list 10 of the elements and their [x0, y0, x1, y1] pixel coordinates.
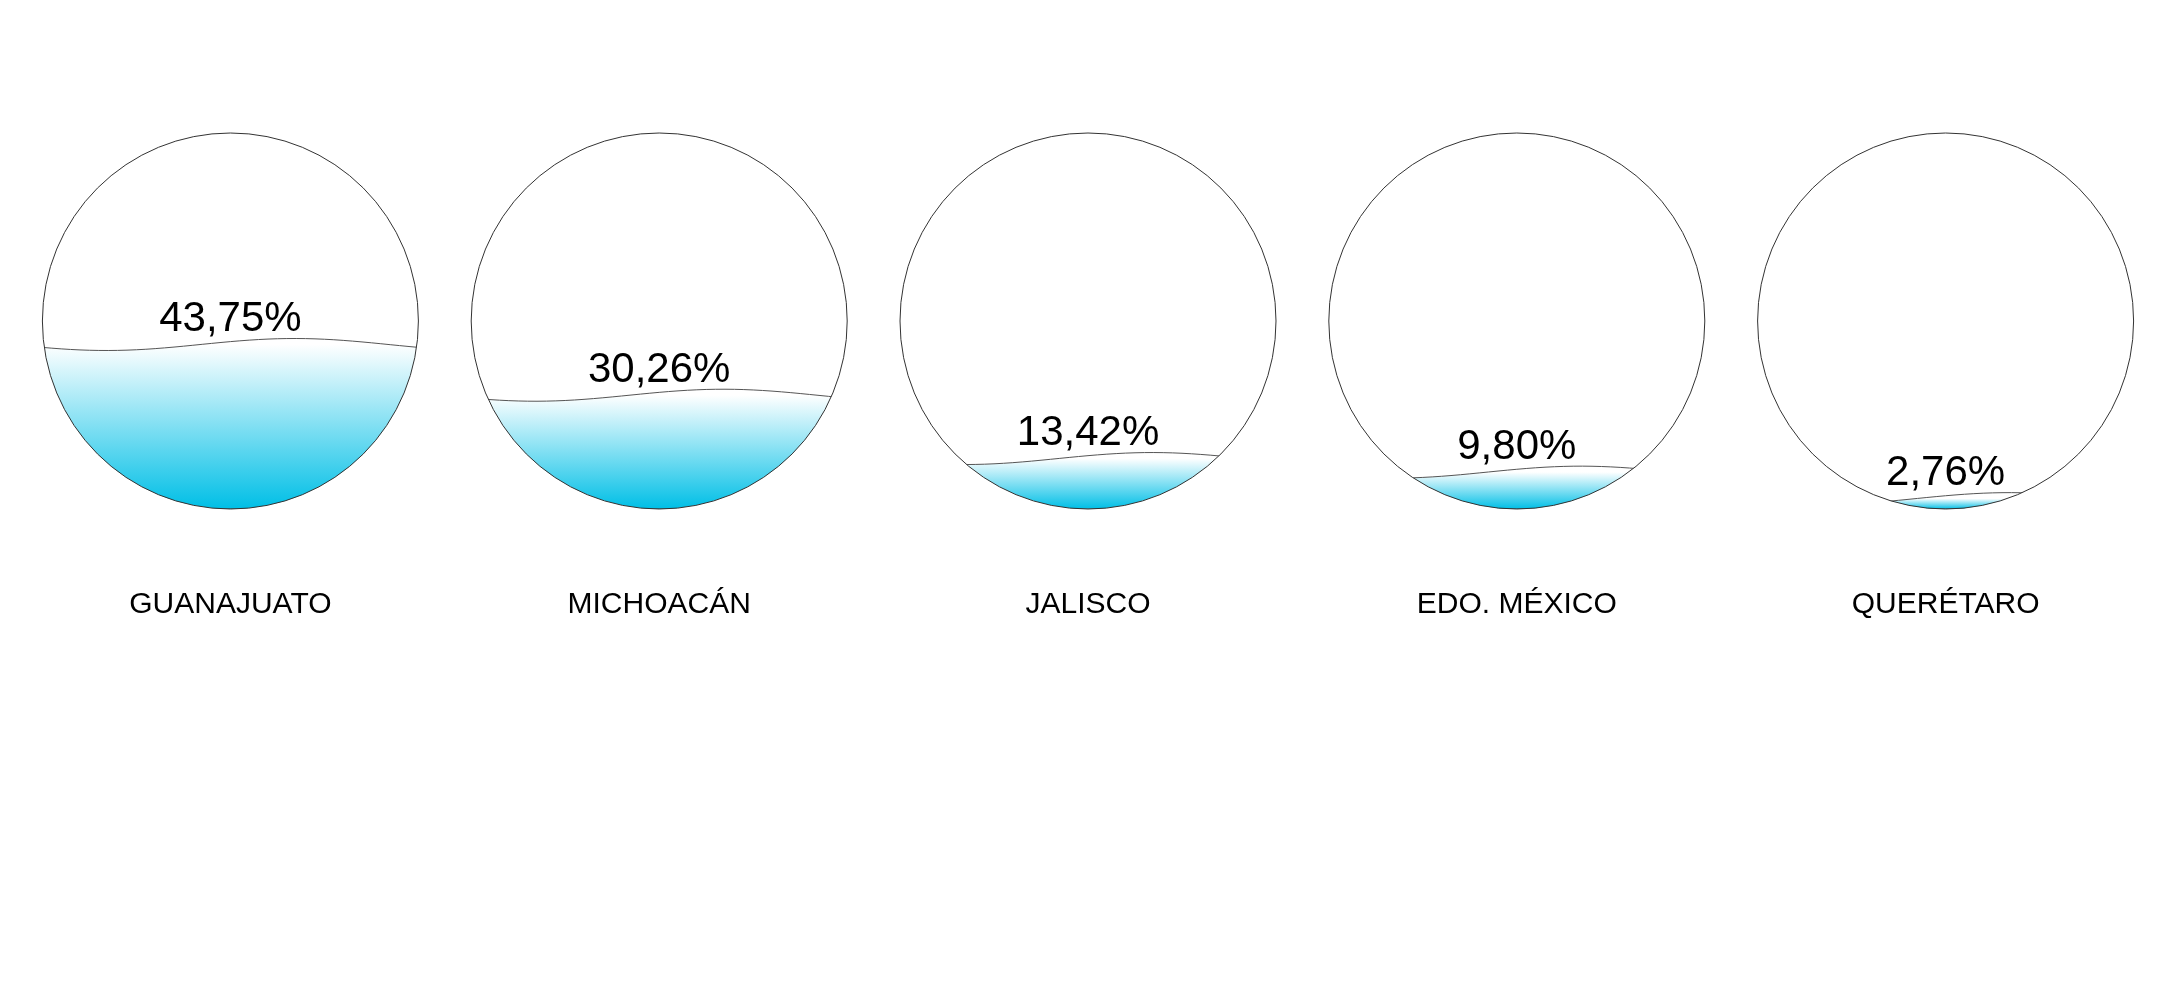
- data-label: 43,75%: [159, 293, 302, 341]
- data-label: 9,80%: [1457, 420, 1577, 468]
- category-label: EDO. MÉXICO: [1416, 586, 1617, 620]
- category-label: JALISCO: [1025, 586, 1151, 620]
- data-label: 2,76%: [1886, 447, 2006, 495]
- category-label: MICHOACÁN: [567, 586, 751, 620]
- category-label: QUERÉTARO: [1851, 586, 2040, 620]
- category-label: GUANAJUATO: [129, 586, 332, 620]
- data-label: 13,42%: [1016, 407, 1160, 455]
- data-label: 30,26%: [587, 343, 731, 391]
